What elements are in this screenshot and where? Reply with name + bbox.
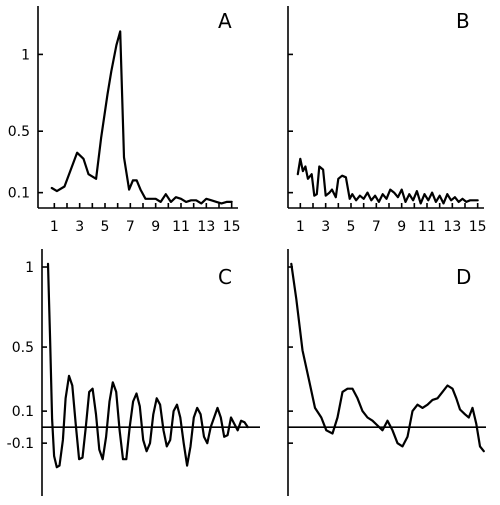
panel-c: C -0.1 0.1 0.5 1 [7,249,260,496]
x-tick-label: 5 [101,219,110,235]
series-line [290,262,485,453]
y-tick-label: 1 [25,260,34,276]
x-tick-label: 7 [372,219,381,235]
x-tick-label: 15 [223,219,241,235]
x-tick-label: 1 [296,219,305,235]
panel-d: D [287,249,486,496]
y-tick-label: 1 [21,47,30,63]
x-tick-label: 9 [151,219,160,235]
y-tick-label: 0.5 [12,340,34,356]
x-tick-label: 15 [469,219,487,235]
x-tick-label: 11 [172,219,190,235]
panel-label-c: C [218,265,232,289]
series-line [46,262,249,469]
y-tick-label: 0.1 [12,404,34,420]
y-tick-label: 0.5 [8,124,30,140]
x-tick-label: 7 [126,219,135,235]
x-tick-label: 3 [75,219,84,235]
panel-label-b: B [456,9,470,33]
x-tick-label: 1 [50,219,59,235]
y-tick-label: -0.1 [7,436,34,452]
x-tick-label: 3 [321,219,330,235]
x-tick-label: 9 [397,219,406,235]
y-tick-label: 0.1 [8,186,30,202]
x-tick-label: 13 [197,219,215,235]
x-tick-label: 5 [347,219,356,235]
x-tick-label: 11 [418,219,436,235]
series-line [50,30,233,205]
panel-a: A 0.10.511 3 5 7 9 11 13 15 [8,6,241,235]
panel-b: B 1 3 5 7 9 11 13 15 [287,6,487,235]
series-line [296,157,479,205]
panel-label-a: A [218,9,232,33]
x-tick-label: 13 [443,219,461,235]
panel-label-d: D [456,265,471,289]
